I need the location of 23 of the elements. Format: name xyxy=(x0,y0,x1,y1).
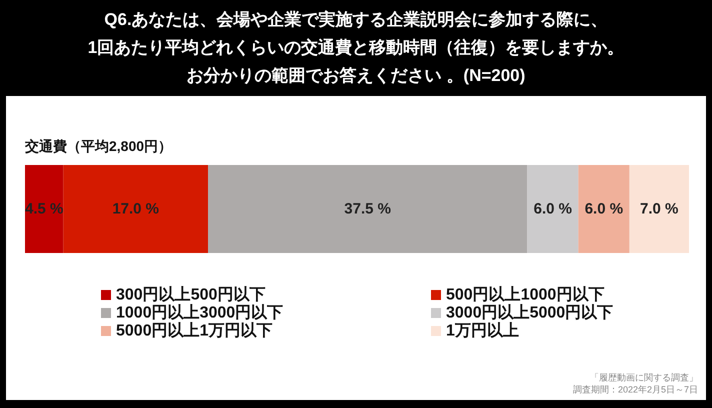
data-label: 6.0 % xyxy=(534,200,572,218)
text: 調査期間：2022年2月5日～7日 xyxy=(572,384,698,394)
data-label: 6.0 % xyxy=(584,200,624,218)
bar xyxy=(208,165,528,253)
legend-label: 5000円以上1万円以下 xyxy=(116,322,272,340)
legend-label: 3000円以上5000円以下 xyxy=(446,304,614,322)
text: 「履歴動画に関する調査」 xyxy=(590,372,698,382)
data-label: 7.0 % xyxy=(640,200,678,218)
data-label: 17.0 % xyxy=(112,200,160,218)
data-label: 4.5 % xyxy=(24,200,64,218)
chart-title: Q6.あなたは、会場や企業で実施する企業説明会に参加する際に、1回あたり平均どれくらいの交通費と移動時間（往復）を要しますか。 xyxy=(86,9,626,59)
bar xyxy=(527,165,578,253)
bar xyxy=(63,165,208,253)
legend-label: 1000円以上3000円以下 xyxy=(116,304,284,322)
bar xyxy=(629,165,689,253)
legend-label: 500円以上1000円以下 xyxy=(446,286,604,304)
y-axis-title: 交通費（平均2,800円） xyxy=(24,138,172,154)
chart-subtitle: お分かりの範囲でお答えください 。(N=200) xyxy=(186,65,526,87)
legend-label: 300円以上500円以下 xyxy=(116,286,266,304)
legend-label: 1万円以上 xyxy=(446,322,519,340)
bar xyxy=(578,165,630,253)
bar xyxy=(25,165,64,253)
data-label: 37.5 % xyxy=(344,200,391,218)
